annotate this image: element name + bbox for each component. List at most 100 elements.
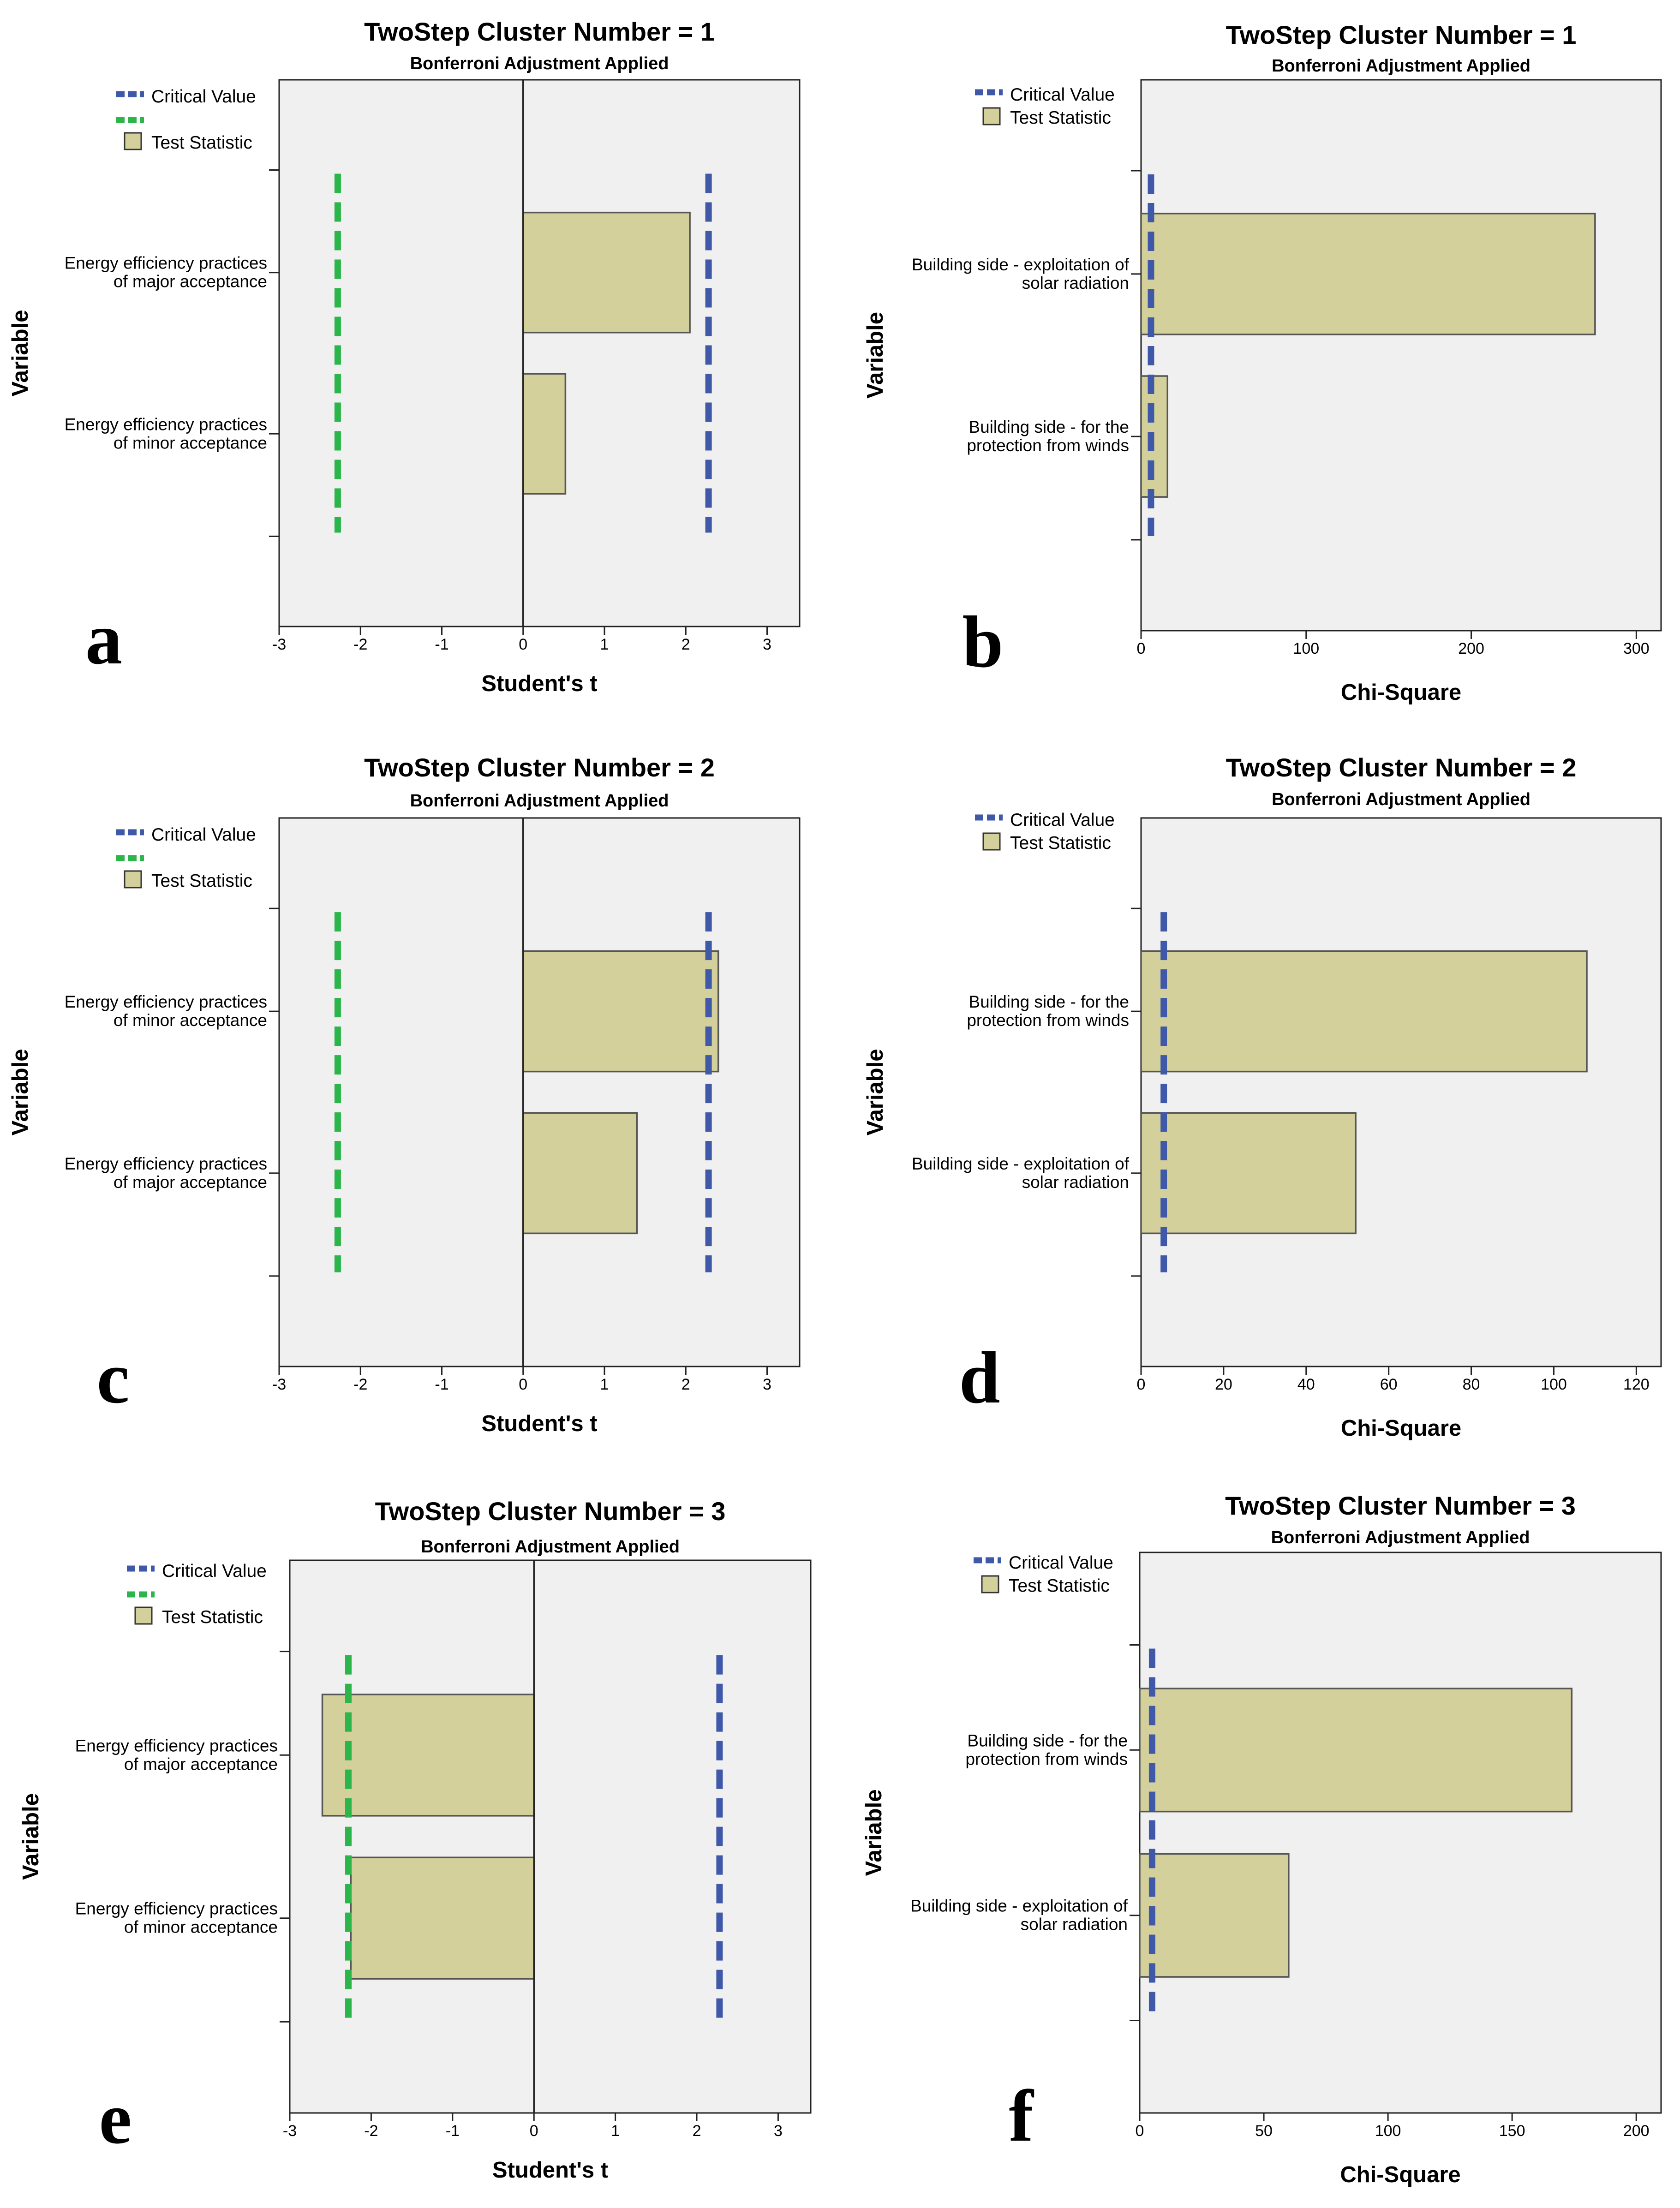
chart-subtitle: Bonferroni Adjustment Applied: [1272, 790, 1531, 809]
legend-critical-label: Critical Value: [1010, 85, 1115, 105]
x-tick-label: 2: [693, 2122, 701, 2140]
plot-area: [278, 817, 801, 1367]
y-axis-label: Variable: [863, 1049, 888, 1136]
x-axis-label: Student's t: [481, 1411, 597, 1436]
chart-title: TwoStep Cluster Number = 3: [1225, 1491, 1576, 1520]
category-label: Building side - exploitation of: [910, 1897, 1128, 1916]
category-label: Building side - exploitation of: [912, 255, 1130, 274]
category-label: solar radiation: [1022, 1173, 1129, 1192]
bar: [522, 1112, 638, 1235]
panel-a: TwoStep Cluster Number = 1 Bonferroni Adj…: [8, 17, 801, 696]
chart-subtitle: Bonferroni Adjustment Applied: [421, 1537, 680, 1557]
category-label: Building side - exploitation of: [912, 1154, 1130, 1173]
x-tick-label: 0: [519, 1376, 527, 1393]
x-tick-label: 0: [519, 636, 527, 653]
legend-test-label: Test Statistic: [1010, 833, 1111, 853]
category-label: Energy efficiency practices: [65, 992, 267, 1011]
x-tick-label: -3: [272, 1376, 286, 1393]
legend-test-swatch: [981, 1575, 999, 1593]
x-tick-label: 2: [682, 1376, 690, 1393]
x-tick-label: 3: [763, 1376, 771, 1393]
legend-test-label: Test Statistic: [162, 1607, 263, 1627]
bar: [350, 1856, 535, 1980]
x-tick-label: -2: [353, 1376, 367, 1393]
plot-area: [1139, 1552, 1662, 2114]
legend: Critical Value Test Statistic: [974, 1553, 1113, 1596]
category-label: Building side - for the: [969, 418, 1129, 436]
x-tick-label: 20: [1215, 1376, 1232, 1393]
chart-title: TwoStep Cluster Number = 2: [1226, 753, 1577, 782]
category-label: solar radiation: [1022, 274, 1129, 292]
legend: Critical Value Test Statistic: [116, 825, 256, 891]
chart-title: TwoStep Cluster Number = 2: [364, 753, 715, 782]
legend-test-label: Test Statistic: [1010, 108, 1111, 128]
legend-test-swatch: [982, 832, 1001, 851]
x-tick-label: 50: [1255, 2122, 1273, 2140]
legend-test-swatch: [982, 107, 1001, 125]
legend: Critical Value Test Statistic: [975, 85, 1115, 128]
category-label: solar radiation: [1021, 1915, 1128, 1934]
category-label: Energy efficiency practices: [75, 1736, 278, 1755]
category-label: Energy efficiency practices: [65, 254, 267, 273]
x-tick-label: -3: [272, 636, 286, 653]
category-label: of major acceptance: [114, 1173, 267, 1192]
plot-area: [289, 1559, 812, 2114]
chart-subtitle: Bonferroni Adjustment Applied: [1272, 56, 1531, 76]
y-axis-label: Variable: [8, 310, 33, 397]
panel-c: TwoStep Cluster Number = 2 Bonferroni Adj…: [8, 753, 801, 1436]
x-tick-label: 100: [1375, 2122, 1401, 2140]
x-tick-label: 300: [1623, 640, 1650, 657]
x-tick-label: 100: [1541, 1376, 1567, 1393]
legend-critical-label: Critical Value: [1009, 1553, 1113, 1573]
x-tick-label: 0: [1137, 640, 1146, 657]
category-label: of minor acceptance: [114, 1011, 267, 1030]
chart-subtitle: Bonferroni Adjustment Applied: [1271, 1528, 1530, 1547]
y-axis-label: Variable: [863, 312, 888, 399]
panel-letter: d: [959, 1337, 1000, 1419]
panel-letter: f: [1009, 2075, 1034, 2157]
category-label: Building side - for the: [969, 992, 1129, 1011]
x-tick-label: 1: [611, 2122, 620, 2140]
bar: [321, 1694, 535, 1817]
legend-test-label: Test Statistic: [1009, 1576, 1110, 1596]
x-tick-label: -2: [353, 636, 367, 653]
category-label: of major acceptance: [114, 272, 267, 291]
panel-d: TwoStep Cluster Number = 2 Bonferroni Adj…: [863, 753, 1662, 1441]
x-tick-label: -1: [435, 1376, 448, 1393]
legend: Critical Value Test Statistic: [116, 87, 256, 153]
chart-subtitle: Bonferroni Adjustment Applied: [410, 54, 669, 73]
panel-f: TwoStep Cluster Number = 3 Bonferroni Adj…: [861, 1491, 1662, 2187]
category-label: of minor acceptance: [124, 1918, 278, 1937]
x-tick-label: 40: [1297, 1376, 1315, 1393]
x-tick-label: 3: [763, 636, 771, 653]
x-axis-label: Chi-Square: [1340, 2162, 1460, 2187]
plot-area: [278, 79, 801, 627]
x-tick-label: 100: [1293, 640, 1319, 657]
x-axis-label: Student's t: [481, 671, 597, 696]
x-tick-label: 2: [682, 636, 690, 653]
y-axis-label: Variable: [8, 1049, 33, 1136]
legend-critical-label: Critical Value: [162, 1561, 267, 1581]
legend: Critical Value Test Statistic: [127, 1561, 267, 1627]
chart-title: TwoStep Cluster Number = 1: [1226, 20, 1577, 49]
category-label: Energy efficiency practices: [75, 1899, 278, 1918]
y-axis-label: Variable: [861, 1790, 886, 1876]
plot-area: [1140, 817, 1662, 1367]
x-tick-label: 200: [1458, 640, 1484, 657]
legend: Critical Value Test Statistic: [975, 810, 1115, 853]
legend-critical-label: Critical Value: [1010, 810, 1115, 830]
legend-test-swatch: [134, 1606, 153, 1625]
bar: [522, 211, 691, 334]
category-label: protection from winds: [967, 436, 1129, 455]
x-axis-label: Student's t: [492, 2158, 608, 2183]
chart-subtitle: Bonferroni Adjustment Applied: [410, 791, 669, 811]
legend-test-label: Test Statistic: [151, 871, 252, 891]
bar: [1140, 950, 1588, 1073]
panel-e: TwoStep Cluster Number = 3 Bonferroni Adj…: [18, 1497, 812, 2183]
plot-area: [1140, 79, 1662, 632]
x-axis-label: Chi-Square: [1341, 1416, 1461, 1441]
x-tick-label: 200: [1623, 2122, 1650, 2140]
bar: [1139, 1853, 1290, 1978]
panel-letter: c: [96, 1337, 129, 1419]
